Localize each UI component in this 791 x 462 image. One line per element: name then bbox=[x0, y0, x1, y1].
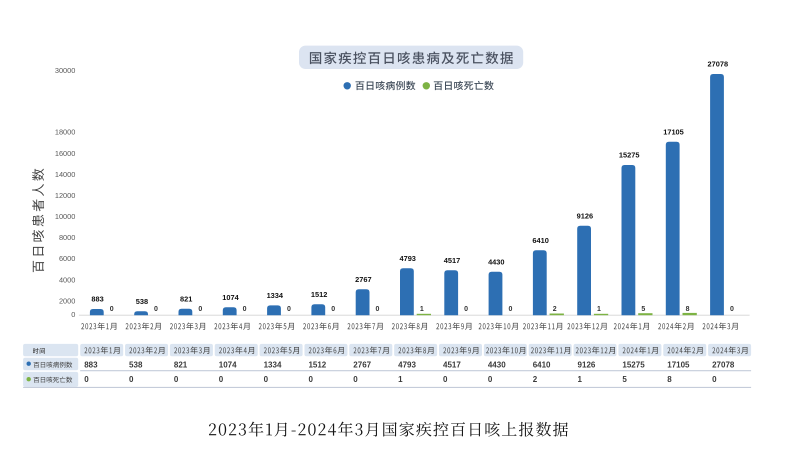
svg-text:17105: 17105 bbox=[663, 127, 684, 136]
svg-text:9126: 9126 bbox=[577, 211, 593, 220]
svg-text:4793: 4793 bbox=[399, 254, 415, 263]
svg-text:2000: 2000 bbox=[59, 297, 75, 306]
svg-text:0: 0 bbox=[376, 306, 380, 313]
svg-text:9126: 9126 bbox=[578, 360, 596, 369]
svg-text:2767: 2767 bbox=[355, 275, 371, 284]
svg-text:0: 0 bbox=[488, 375, 493, 384]
svg-text:821: 821 bbox=[174, 360, 188, 369]
svg-text:1334: 1334 bbox=[264, 360, 282, 369]
svg-text:883: 883 bbox=[91, 295, 103, 304]
svg-text:0: 0 bbox=[129, 375, 134, 384]
svg-text:15275: 15275 bbox=[619, 151, 640, 160]
svg-text:5: 5 bbox=[641, 306, 645, 313]
svg-text:17105: 17105 bbox=[667, 360, 690, 369]
svg-text:0: 0 bbox=[287, 306, 291, 313]
svg-text:538: 538 bbox=[136, 297, 148, 306]
svg-text:4000: 4000 bbox=[59, 275, 75, 284]
svg-text:0: 0 bbox=[219, 375, 224, 384]
svg-text:0: 0 bbox=[71, 310, 75, 319]
svg-text:16000: 16000 bbox=[55, 149, 76, 158]
svg-text:27078: 27078 bbox=[708, 60, 729, 69]
svg-text:0: 0 bbox=[331, 306, 335, 313]
svg-text:4793: 4793 bbox=[398, 360, 416, 369]
svg-text:1: 1 bbox=[420, 306, 424, 313]
svg-text:821: 821 bbox=[180, 294, 192, 303]
svg-text:8: 8 bbox=[667, 375, 672, 384]
svg-text:18000: 18000 bbox=[55, 128, 76, 137]
svg-text:1074: 1074 bbox=[219, 360, 237, 369]
svg-text:2767: 2767 bbox=[353, 360, 371, 369]
svg-text:27078: 27078 bbox=[712, 360, 735, 369]
svg-text:0: 0 bbox=[712, 375, 717, 384]
svg-text:15275: 15275 bbox=[622, 360, 645, 369]
svg-text:6410: 6410 bbox=[533, 360, 551, 369]
svg-text:0: 0 bbox=[243, 306, 247, 313]
svg-text:0: 0 bbox=[508, 306, 512, 313]
svg-text:0: 0 bbox=[110, 306, 114, 313]
svg-text:6410: 6410 bbox=[532, 236, 548, 245]
svg-text:1: 1 bbox=[597, 306, 601, 313]
svg-text:0: 0 bbox=[464, 306, 468, 313]
svg-text:6000: 6000 bbox=[59, 254, 75, 263]
svg-text:1334: 1334 bbox=[267, 291, 284, 300]
svg-text:30000: 30000 bbox=[55, 66, 76, 75]
svg-text:4517: 4517 bbox=[443, 360, 461, 369]
svg-text:1: 1 bbox=[578, 375, 583, 384]
svg-text:4430: 4430 bbox=[488, 257, 504, 266]
svg-text:883: 883 bbox=[84, 360, 98, 369]
svg-text:10000: 10000 bbox=[55, 212, 76, 221]
svg-text:1074: 1074 bbox=[222, 293, 239, 302]
svg-text:4517: 4517 bbox=[444, 256, 460, 265]
svg-text:2: 2 bbox=[553, 306, 557, 313]
svg-text:8000: 8000 bbox=[59, 233, 75, 242]
svg-text:0: 0 bbox=[730, 306, 734, 313]
svg-text:538: 538 bbox=[129, 360, 143, 369]
svg-text:4430: 4430 bbox=[488, 360, 506, 369]
svg-text:8: 8 bbox=[686, 306, 690, 313]
svg-text:0: 0 bbox=[154, 306, 158, 313]
svg-text:1512: 1512 bbox=[311, 290, 327, 299]
svg-text:0: 0 bbox=[443, 375, 448, 384]
svg-text:0: 0 bbox=[264, 375, 269, 384]
svg-text:5: 5 bbox=[622, 375, 627, 384]
svg-text:1512: 1512 bbox=[308, 360, 326, 369]
svg-text:0: 0 bbox=[308, 375, 313, 384]
svg-text:0: 0 bbox=[198, 306, 202, 313]
svg-text:1: 1 bbox=[398, 375, 403, 384]
svg-text:0: 0 bbox=[353, 375, 358, 384]
svg-text:2: 2 bbox=[533, 375, 538, 384]
svg-text:0: 0 bbox=[174, 375, 179, 384]
svg-text:0: 0 bbox=[84, 375, 89, 384]
svg-text:14000: 14000 bbox=[55, 170, 76, 179]
svg-text:12000: 12000 bbox=[55, 191, 76, 200]
